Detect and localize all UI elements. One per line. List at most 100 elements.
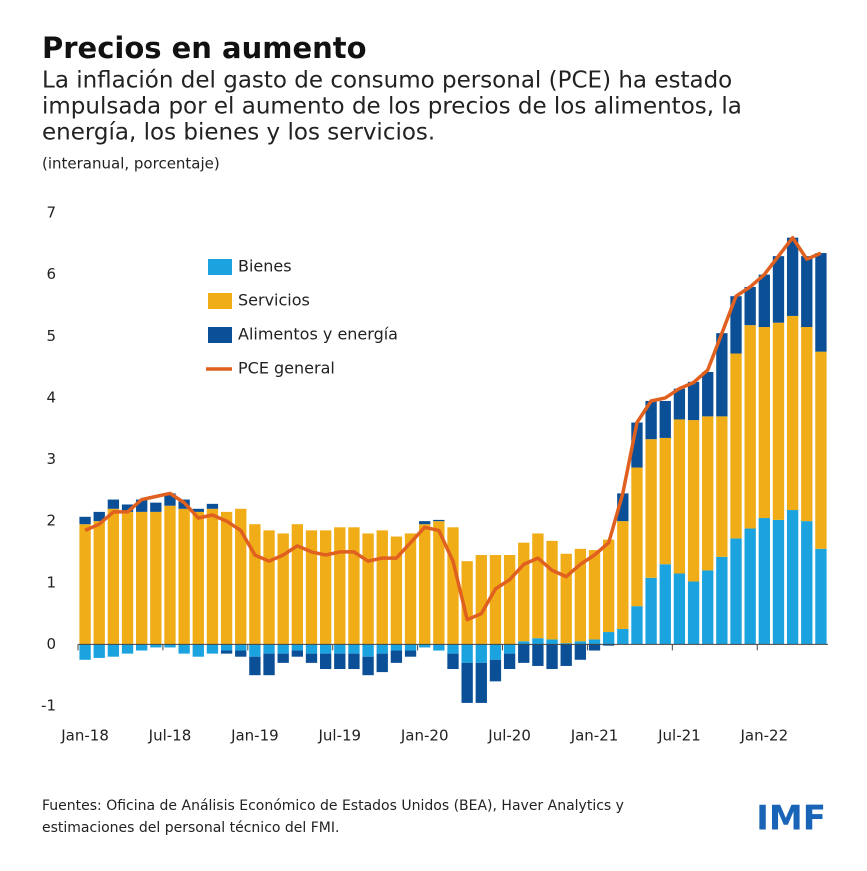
bar — [659, 564, 671, 645]
bar — [475, 662, 487, 703]
bar — [574, 548, 587, 642]
source: estimaciones del personal técnico del FM… — [42, 820, 339, 836]
legend-label: Alimentos y energía — [238, 325, 398, 344]
bar — [758, 327, 770, 519]
bar — [758, 274, 770, 328]
bar — [93, 511, 105, 522]
bar — [178, 508, 190, 645]
bar — [220, 644, 233, 651]
bar — [489, 555, 502, 645]
bar — [291, 650, 303, 657]
bar — [334, 653, 346, 670]
bar — [772, 322, 785, 520]
bar — [249, 656, 261, 676]
bar — [603, 632, 615, 645]
bar — [645, 577, 657, 645]
bar — [673, 573, 686, 645]
bar — [419, 524, 431, 645]
x-tick-label: Jul-21 — [657, 727, 701, 745]
bar — [659, 400, 671, 438]
bar — [121, 511, 134, 645]
bar — [702, 570, 714, 645]
bar — [447, 527, 459, 645]
legend-swatch — [208, 327, 232, 343]
bar — [362, 656, 374, 676]
bar — [546, 644, 558, 670]
bar — [164, 644, 176, 648]
bar — [79, 516, 91, 525]
bar — [687, 420, 700, 582]
bar — [206, 644, 219, 654]
x-tick-label: Jan-19 — [230, 727, 279, 745]
bar — [815, 253, 827, 352]
line — [84, 235, 822, 622]
bar — [786, 510, 799, 645]
x-tick-label: Jan-21 — [570, 727, 619, 745]
bar — [518, 644, 530, 663]
bar — [489, 659, 502, 682]
bar — [334, 644, 346, 654]
bar — [489, 644, 502, 660]
x-tick-label: Jan-18 — [60, 727, 109, 745]
bar — [136, 644, 148, 651]
bar — [136, 511, 148, 645]
bar — [518, 542, 530, 642]
y-tick-label: 4 — [46, 388, 56, 406]
y-tick-label: -1 — [41, 697, 56, 715]
bar — [164, 505, 176, 645]
bar — [390, 650, 403, 663]
bar — [376, 644, 388, 654]
bar — [744, 528, 756, 645]
bar — [687, 581, 700, 645]
bar — [617, 493, 629, 522]
unit-note: (interanual, porcentaje) — [42, 155, 220, 173]
bar — [702, 371, 714, 417]
x-tick-label: Jan-20 — [400, 727, 449, 745]
bar — [93, 521, 105, 645]
legend-swatch — [208, 293, 232, 309]
bar — [546, 639, 558, 645]
bar — [348, 644, 360, 654]
bar — [603, 539, 615, 633]
bar — [687, 381, 700, 421]
bar — [716, 416, 728, 557]
bar — [249, 524, 261, 645]
y-tick-label: 1 — [46, 573, 56, 591]
bar — [79, 524, 91, 645]
bar — [206, 508, 219, 645]
bar — [815, 548, 827, 645]
legend-label: Servicios — [238, 291, 310, 310]
bar — [617, 628, 629, 645]
bar — [249, 644, 261, 657]
bar — [178, 644, 190, 654]
x-tick-label: Jul-20 — [487, 727, 531, 745]
y-tick-label: 7 — [46, 204, 56, 222]
x-tick-label: Jan-22 — [740, 727, 789, 745]
bar — [560, 644, 572, 666]
bar — [560, 643, 572, 645]
bar — [560, 553, 572, 644]
bar — [376, 653, 388, 673]
bar — [235, 508, 247, 645]
bar — [659, 437, 671, 565]
bar — [277, 644, 289, 654]
legend-label: PCE general — [238, 359, 335, 378]
bar — [786, 315, 799, 511]
bar — [815, 351, 827, 549]
bar — [107, 644, 120, 657]
bar — [136, 499, 148, 512]
bar — [192, 511, 204, 645]
bar — [716, 556, 728, 645]
bar — [503, 555, 516, 645]
x-tick-label: Jul-19 — [317, 727, 361, 745]
bar — [305, 644, 318, 654]
bar — [433, 521, 445, 645]
bar — [461, 644, 473, 663]
bar — [433, 644, 445, 651]
bar — [404, 650, 417, 657]
bar — [673, 419, 686, 574]
bar — [447, 653, 459, 670]
bar — [291, 524, 303, 645]
bar — [263, 530, 275, 645]
bar — [730, 353, 742, 539]
